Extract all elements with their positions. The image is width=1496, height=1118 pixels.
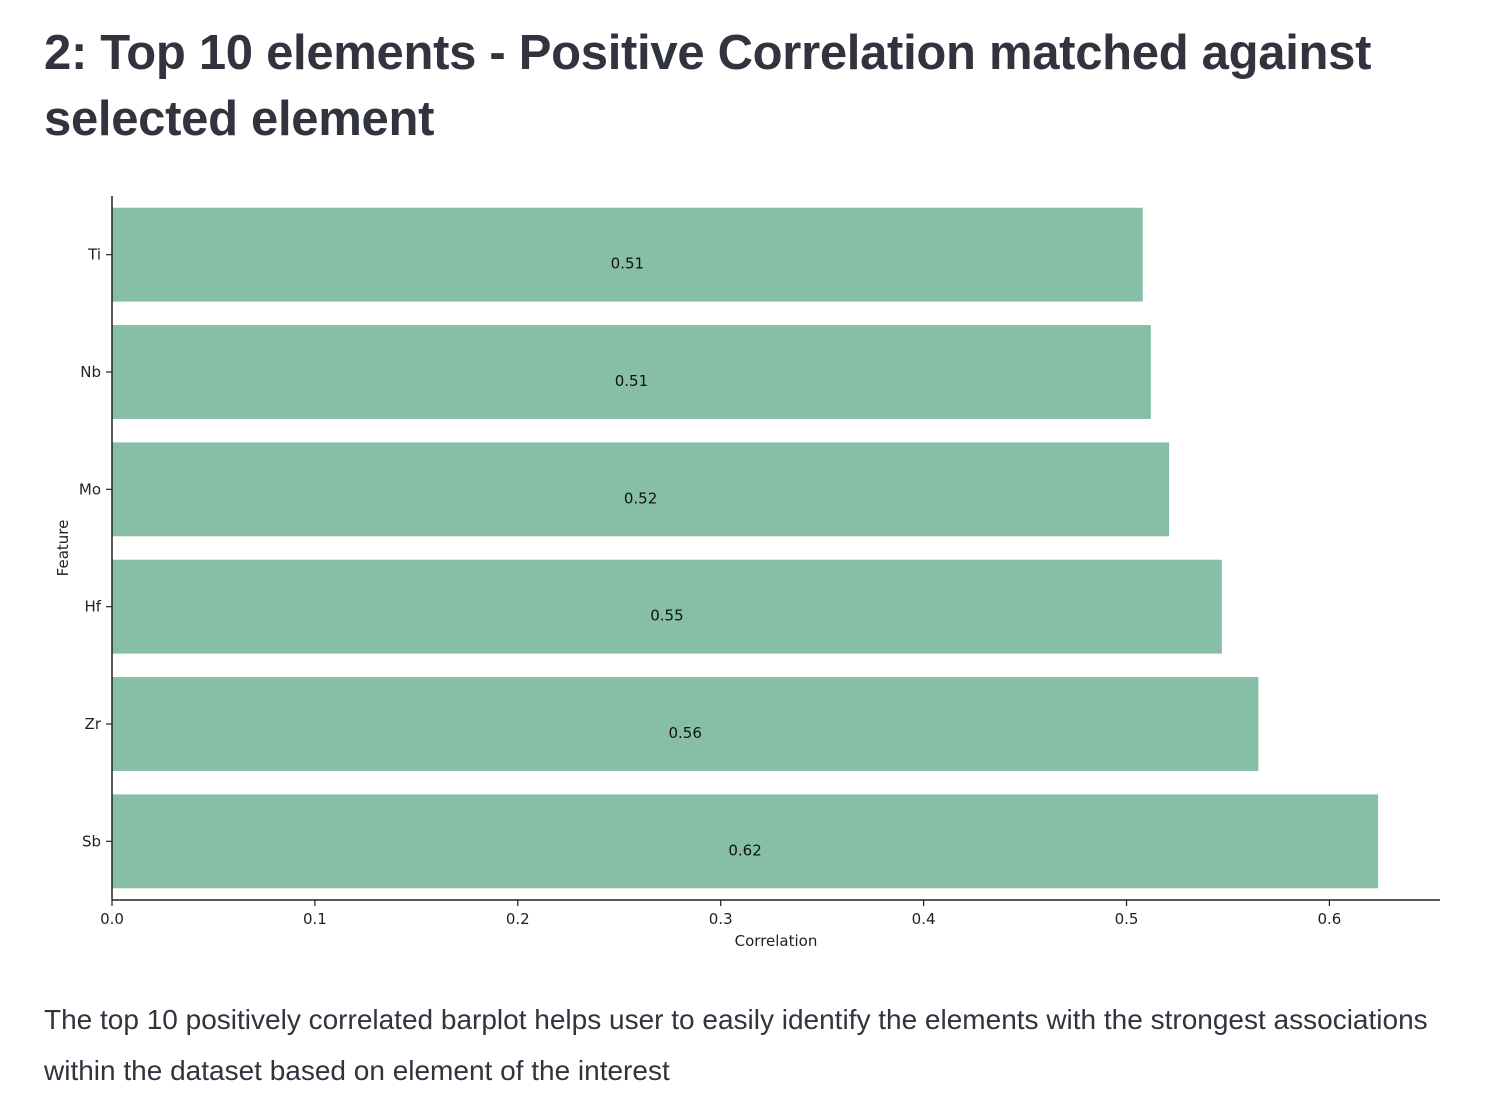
correlation-bar-chart: 0.51 0.51 0.52 0.55 0.56 0.62 Ti Nb Mo Hf Zr Sb 0.… [0, 180, 1496, 970]
bar-hf [112, 559, 1222, 654]
data-label-sb: 0.62 [728, 841, 761, 859]
bar-ti [112, 207, 1143, 302]
x-tick-label: 0.5 [1115, 910, 1139, 928]
bar-sb [112, 794, 1379, 889]
y-tick-label: Sb [82, 832, 101, 850]
chart-caption: The top 10 positively correlated barplot… [44, 1004, 1428, 1086]
data-label-nb: 0.51 [615, 372, 648, 390]
data-label-zr: 0.56 [668, 724, 701, 742]
bar-zr [112, 677, 1259, 771]
page-title: 2: Top 10 elements - Positive Correlatio… [44, 26, 1372, 146]
x-ticks-layer: 0.0 0.1 0.2 0.3 0.4 0.5 0.6 [100, 900, 1341, 928]
x-axis-title: Correlation [735, 932, 818, 950]
y-tick-label: Ti [87, 246, 101, 264]
x-tick-label: 0.2 [506, 910, 530, 928]
x-tick-label: 0.6 [1317, 910, 1341, 928]
data-labels-layer: 0.51 0.51 0.52 0.55 0.56 0.62 [611, 255, 762, 860]
y-tick-label: Hf [84, 598, 101, 616]
y-axis-title: Feature [54, 520, 72, 577]
x-tick-label: 0.4 [912, 910, 936, 928]
data-label-hf: 0.55 [650, 607, 683, 625]
x-tick-label: 0.3 [709, 910, 733, 928]
x-tick-label: 0.1 [303, 910, 327, 928]
y-tick-label: Zr [85, 715, 102, 733]
x-tick-label: 0.0 [100, 910, 124, 928]
data-label-mo: 0.52 [624, 489, 657, 507]
y-tick-label: Mo [79, 480, 101, 498]
chart-canvas: 0.51 0.51 0.52 0.55 0.56 0.62 Ti Nb Mo Hf Zr Sb 0.… [54, 196, 1440, 950]
y-ticks-layer: Ti Nb Mo Hf Zr Sb [79, 246, 112, 850]
bar-nb [112, 325, 1151, 419]
y-tick-label: Nb [80, 363, 101, 381]
bar-mo [112, 442, 1170, 537]
bars-layer [112, 207, 1379, 889]
data-label-ti: 0.51 [611, 255, 644, 273]
